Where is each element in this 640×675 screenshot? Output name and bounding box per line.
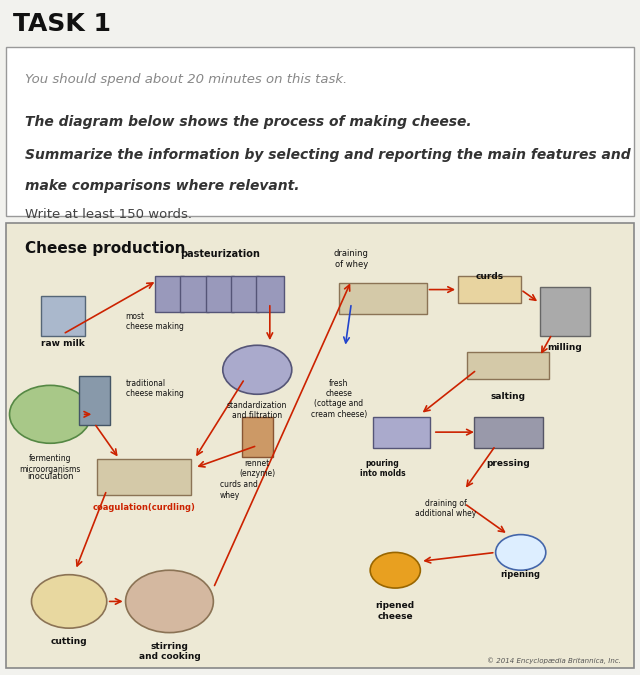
Text: standardization
and filtration: standardization and filtration	[227, 401, 287, 421]
FancyBboxPatch shape	[6, 47, 634, 216]
Text: TASK 1: TASK 1	[13, 11, 111, 36]
FancyBboxPatch shape	[540, 288, 589, 336]
Text: draining
of whey: draining of whey	[334, 250, 369, 269]
FancyBboxPatch shape	[180, 276, 209, 312]
Text: salting: salting	[491, 392, 525, 401]
Text: pouring
into molds: pouring into molds	[360, 459, 406, 479]
FancyBboxPatch shape	[373, 416, 430, 448]
Circle shape	[125, 570, 213, 632]
FancyBboxPatch shape	[339, 283, 427, 314]
Circle shape	[223, 346, 292, 394]
FancyBboxPatch shape	[467, 352, 549, 379]
FancyBboxPatch shape	[6, 223, 634, 668]
Text: milling: milling	[547, 343, 582, 352]
Circle shape	[370, 552, 420, 588]
FancyBboxPatch shape	[79, 377, 110, 425]
Text: Cheese production: Cheese production	[25, 240, 186, 256]
Text: You should spend about 20 minutes on this task.: You should spend about 20 minutes on thi…	[25, 73, 348, 86]
FancyBboxPatch shape	[230, 276, 259, 312]
FancyBboxPatch shape	[242, 416, 273, 456]
Text: draining of
additional whey: draining of additional whey	[415, 499, 476, 518]
Text: rennet
(enzyme): rennet (enzyme)	[239, 459, 275, 479]
Text: most
cheese making: most cheese making	[125, 312, 184, 331]
Text: raw milk: raw milk	[41, 339, 84, 348]
Circle shape	[10, 385, 91, 443]
Text: curds: curds	[476, 272, 504, 281]
Text: Write at least 150 words.: Write at least 150 words.	[25, 208, 192, 221]
FancyBboxPatch shape	[256, 276, 284, 312]
FancyBboxPatch shape	[97, 459, 191, 495]
Text: Summarize the information by selecting and reporting the main features and: Summarize the information by selecting a…	[25, 148, 631, 163]
Text: pressing: pressing	[486, 459, 530, 468]
Text: coagulation(curdling): coagulation(curdling)	[93, 504, 196, 512]
FancyBboxPatch shape	[474, 416, 543, 448]
Text: traditional
cheese making: traditional cheese making	[125, 379, 184, 398]
FancyBboxPatch shape	[41, 296, 85, 336]
Text: make comparisons where relevant.: make comparisons where relevant.	[25, 179, 300, 193]
FancyBboxPatch shape	[205, 276, 234, 312]
FancyBboxPatch shape	[156, 276, 184, 312]
Text: ripened
cheese: ripened cheese	[376, 601, 415, 621]
Circle shape	[31, 574, 107, 628]
Text: inoculation: inoculation	[27, 472, 74, 481]
Circle shape	[495, 535, 546, 570]
Text: stirring
and cooking: stirring and cooking	[139, 641, 200, 661]
Text: cutting: cutting	[51, 637, 88, 646]
Text: pasteurization: pasteurization	[180, 250, 260, 259]
FancyBboxPatch shape	[458, 276, 521, 303]
Text: © 2014 Encyclopædia Britannica, Inc.: © 2014 Encyclopædia Britannica, Inc.	[487, 657, 621, 664]
Text: curds and
whey: curds and whey	[220, 481, 257, 500]
Text: The diagram below shows the process of making cheese.: The diagram below shows the process of m…	[25, 115, 472, 129]
Text: ripening: ripening	[500, 570, 541, 579]
Text: fresh
cheese
(cottage and
cream cheese): fresh cheese (cottage and cream cheese)	[310, 379, 367, 419]
Text: fermenting
microorganisms: fermenting microorganisms	[20, 454, 81, 474]
